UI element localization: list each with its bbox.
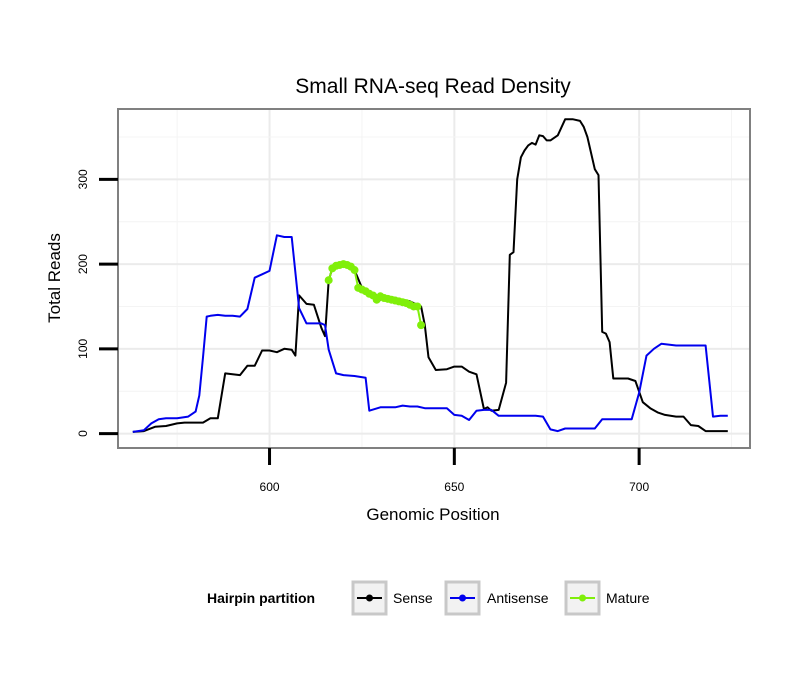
- series-line-sense: [132, 118, 728, 433]
- data-point-mature: [413, 302, 422, 311]
- legend: Hairpin partition Sense Antisense Mature: [207, 580, 650, 616]
- legend-point-sense: [366, 594, 373, 602]
- legend-label-mature: Mature: [606, 590, 650, 606]
- legend-label-sense: Sense: [393, 590, 433, 606]
- y-tick-label: 0: [76, 430, 90, 437]
- y-tick-label: 200: [76, 254, 90, 274]
- data-point-mature: [417, 321, 426, 330]
- y-axis-title: Total Reads: [45, 233, 64, 323]
- plot-panel: [117, 108, 751, 449]
- legend-label-antisense: Antisense: [487, 590, 549, 606]
- legend-point-antisense: [459, 594, 466, 602]
- x-tick-label: 600: [260, 480, 280, 494]
- gridlines: [118, 109, 750, 448]
- plot-border: [117, 108, 751, 449]
- axes: 600 650 700 0 100 200 300: [76, 169, 649, 494]
- series-layer: [132, 118, 728, 433]
- series-line-antisense: [132, 234, 728, 433]
- chart-title: Small RNA-seq Read Density: [295, 75, 571, 98]
- legend-title: Hairpin partition: [207, 590, 315, 606]
- x-tick-label: 700: [629, 480, 649, 494]
- y-tick-label: 300: [76, 169, 90, 189]
- data-point-mature: [324, 276, 333, 285]
- x-tick-label: 650: [444, 480, 464, 494]
- y-tick-label: 100: [76, 339, 90, 359]
- x-axis-title: Genomic Position: [366, 505, 499, 524]
- legend-point-mature: [579, 594, 586, 602]
- data-point-mature: [350, 266, 359, 275]
